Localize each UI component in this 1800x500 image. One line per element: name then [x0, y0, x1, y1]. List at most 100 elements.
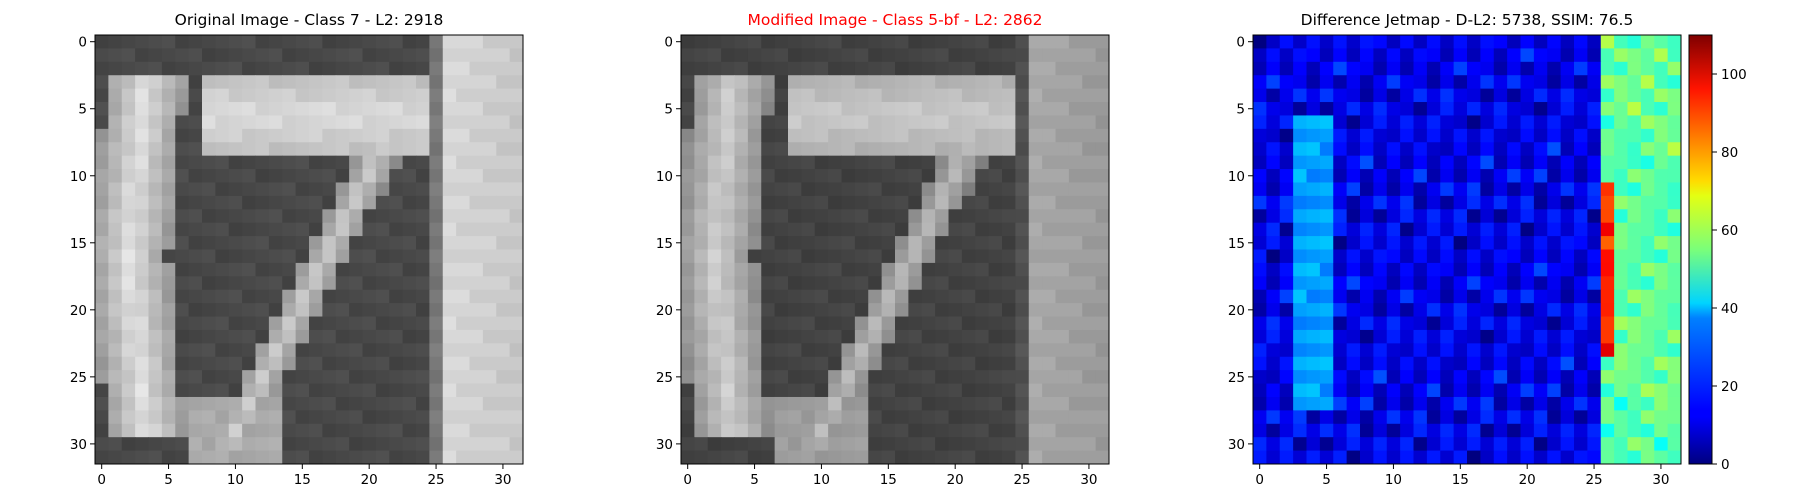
pixel-cell — [721, 195, 736, 210]
pixel-cell — [1068, 450, 1083, 465]
pixel-cell — [747, 102, 762, 116]
pixel-cell — [268, 128, 283, 143]
pixel-cell — [309, 423, 323, 438]
pixel-cell — [469, 48, 484, 63]
pixel-cell — [509, 450, 524, 465]
pixel-cell — [1667, 236, 1682, 250]
pixel-cell — [814, 437, 829, 452]
pixel-cell — [854, 35, 869, 49]
pixel-cell — [1413, 182, 1428, 197]
pixel-cell — [1082, 329, 1097, 344]
pixel-cell — [1426, 75, 1441, 90]
pixel-cell — [854, 276, 869, 291]
pixel-cell — [1614, 169, 1629, 183]
pixel-cell — [1082, 75, 1097, 90]
pixel-cell — [1042, 142, 1057, 157]
pixel-cell — [1533, 276, 1548, 291]
pixel-cell — [734, 115, 749, 130]
pixel-cell — [1480, 423, 1495, 438]
pixel-cell — [1333, 437, 1348, 452]
pixel-cell — [841, 437, 856, 452]
pixel-cell — [841, 396, 856, 411]
pixel-cell — [95, 115, 109, 130]
pixel-cell — [881, 222, 896, 237]
pixel-cell — [121, 35, 136, 49]
pixel-cell — [1068, 276, 1083, 291]
pixel-cell — [908, 316, 923, 331]
pixel-cell — [1346, 262, 1361, 277]
pixel-cell — [402, 195, 417, 210]
pixel-cell — [1042, 303, 1057, 318]
pixel-cell — [1346, 383, 1361, 398]
pixel-cell — [416, 115, 430, 130]
pixel-cell — [774, 128, 789, 143]
pixel-cell — [1400, 102, 1415, 116]
pixel-cell — [707, 155, 722, 170]
pixel-cell — [268, 383, 283, 398]
pixel-cell — [335, 209, 350, 224]
pixel-cell — [482, 115, 497, 130]
pixel-cell — [1614, 356, 1629, 371]
pixel-cell — [828, 329, 843, 344]
pixel-cell — [389, 102, 404, 116]
pixel-cell — [108, 396, 123, 411]
pixel-cell — [1627, 343, 1642, 358]
pixel-cell — [1279, 195, 1294, 210]
pixel-cell — [1055, 410, 1070, 425]
pixel-cell — [975, 48, 990, 63]
pixel-cell — [416, 195, 430, 210]
y-tick-label: 0 — [1236, 35, 1245, 51]
pixel-cell — [108, 383, 123, 398]
pixel-cell — [747, 303, 762, 318]
pixel-cell — [1600, 102, 1615, 116]
pixel-cell — [1453, 316, 1468, 331]
pixel-cell — [1319, 102, 1334, 116]
pixel-cell — [175, 249, 190, 264]
pixel-cell — [1319, 182, 1334, 197]
pixel-cell — [1667, 182, 1682, 197]
pixel-cell — [1493, 182, 1508, 197]
pixel-cell — [788, 316, 802, 331]
pixel-cell — [1547, 329, 1562, 344]
pixel-cell — [694, 222, 709, 237]
pixel-cell — [402, 437, 417, 452]
pixel-cell — [1400, 169, 1415, 183]
pixel-cell — [801, 262, 816, 277]
pixel-cell — [135, 423, 150, 438]
pixel-cell — [854, 169, 869, 183]
pixel-cell — [188, 316, 203, 331]
pixel-cell — [362, 35, 377, 49]
pixel-cell — [1627, 329, 1642, 344]
pixel-cell — [1042, 75, 1057, 90]
pixel-cell — [681, 303, 695, 318]
pixel-cell — [1520, 437, 1535, 452]
pixel-cell — [442, 48, 457, 63]
pixel-cell — [828, 142, 843, 157]
pixel-cell — [1453, 236, 1468, 250]
pixel-cell — [1002, 343, 1016, 358]
pixel-cell — [1547, 35, 1562, 49]
pixel-cell — [681, 35, 695, 49]
pixel-cell — [774, 115, 789, 130]
pixel-cell — [1533, 262, 1548, 277]
pixel-cell — [694, 396, 709, 411]
pixel-cell — [1533, 35, 1548, 49]
pixel-cell — [375, 396, 390, 411]
pixel-cell — [469, 262, 484, 277]
pixel-cell — [509, 276, 524, 291]
pixel-cell — [188, 222, 203, 237]
pixel-cell — [1055, 303, 1070, 318]
pixel-cell — [1055, 329, 1070, 344]
pixel-cell — [761, 102, 776, 116]
pixel-cell — [935, 316, 950, 331]
pixel-cell — [774, 423, 789, 438]
pixel-cell — [841, 155, 856, 170]
pixel-cell — [895, 169, 909, 183]
pixel-cell — [1413, 155, 1428, 170]
pixel-cell — [1574, 423, 1588, 438]
pixel-cell — [721, 410, 736, 425]
pixel-cell — [322, 169, 337, 183]
pixel-cell — [1667, 209, 1682, 224]
pixel-cell — [496, 75, 511, 90]
pixel-cell — [1426, 396, 1441, 411]
